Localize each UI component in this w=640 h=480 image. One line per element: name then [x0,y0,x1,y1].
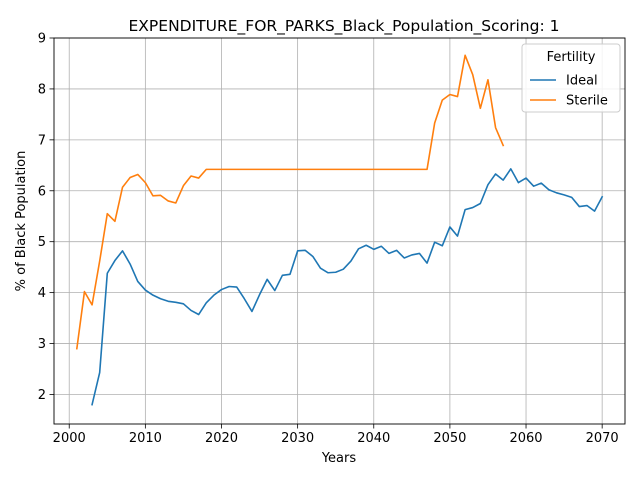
y-tick-label: 9 [38,32,46,47]
x-axis: 2000 2010 2020 2030 2040 2050 2060 2070 [53,424,619,446]
legend-items: Ideal Sterile [530,74,608,109]
y-tick-label: 7 [38,133,46,148]
y-tick-label: 5 [38,235,46,250]
x-tick-label: 2070 [586,431,619,446]
series-group [75,54,604,406]
chart-title: EXPENDITURE_FOR_PARKS_Black_Population_S… [129,17,560,36]
x-axis-label: Years [321,451,357,466]
x-tick-label: 2010 [129,431,162,446]
y-tick-label: 8 [38,82,46,97]
x-tick-label: 2060 [509,431,542,446]
y-tick-label: 2 [38,388,46,403]
series-line-sterile [75,54,505,350]
y-tick-label: 4 [38,286,46,301]
x-tick-label: 2020 [205,431,238,446]
x-tick-label: 2000 [53,431,86,446]
series-line-ideal [91,168,604,406]
legend-box [521,43,621,113]
x-tick-label: 2040 [357,431,390,446]
y-tick-label: 3 [38,337,46,352]
plot-frame [53,37,626,425]
y-tick-label: 6 [38,184,46,199]
legend: Fertility Ideal Sterile [521,43,621,113]
legend-label-sterile: Sterile [566,94,608,109]
legend-title: Fertility [547,50,596,65]
y-axis-label: % of Black Population [14,151,29,292]
y-axis: 2 3 4 5 6 7 8 9 [38,32,54,403]
legend-label-ideal: Ideal [566,74,598,89]
x-tick-label: 2050 [433,431,466,446]
x-tick-label: 2030 [281,431,314,446]
